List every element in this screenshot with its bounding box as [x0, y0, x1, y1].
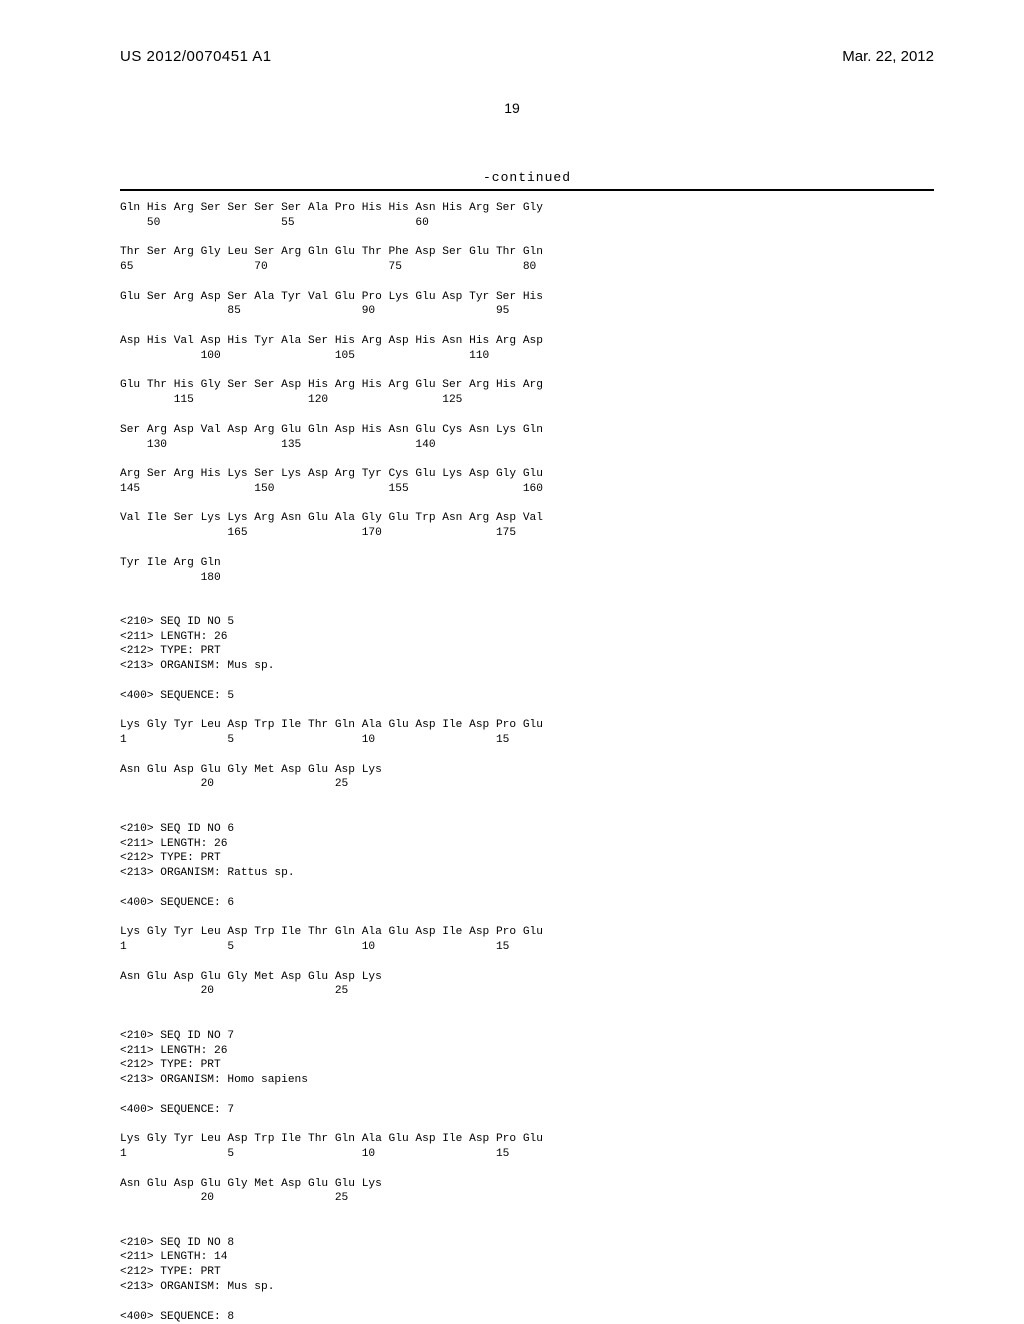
patent-page: US 2012/0070451 A1 Mar. 22, 2012 19 -con… [0, 0, 1024, 1320]
publication-date: Mar. 22, 2012 [842, 48, 934, 65]
publication-number: US 2012/0070451 A1 [120, 48, 272, 65]
section-rule [120, 189, 934, 191]
page-number: 19 [0, 100, 1024, 116]
sequence-listing-area: -continued Gln His Arg Ser Ser Ser Ser A… [120, 170, 934, 1324]
continued-label: -continued [120, 170, 934, 185]
sequence-listing-text: Gln His Arg Ser Ser Ser Ser Ala Pro His … [120, 201, 934, 1324]
